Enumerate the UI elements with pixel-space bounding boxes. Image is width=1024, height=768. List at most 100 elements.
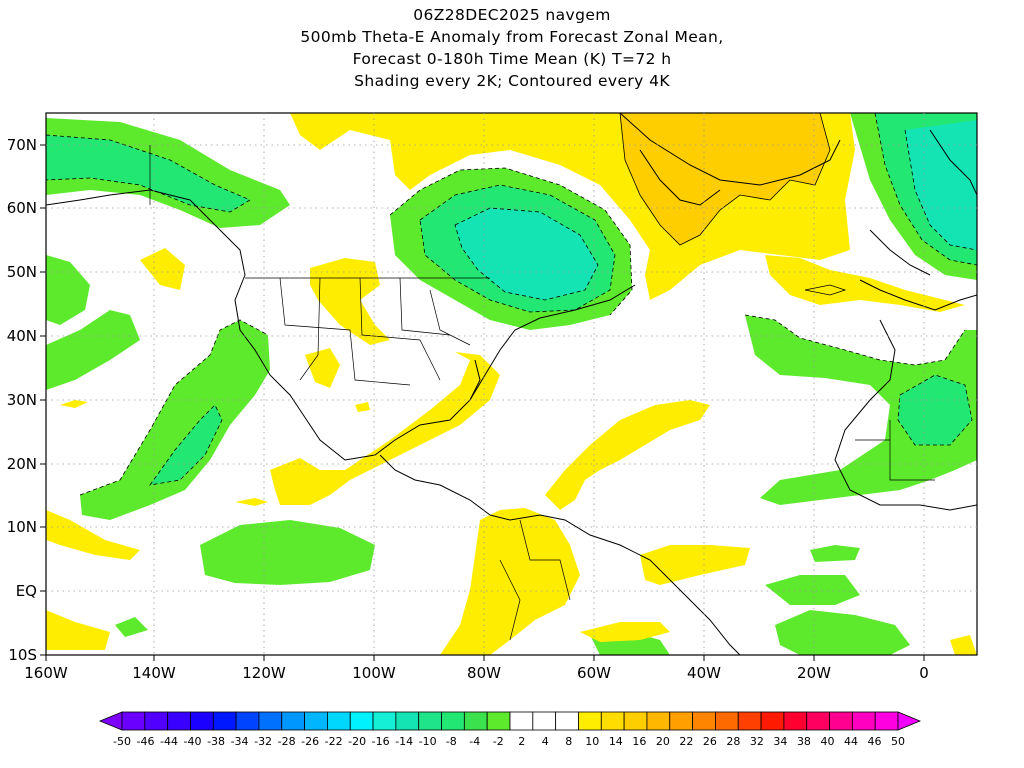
colorbar-label: 16 bbox=[632, 735, 646, 748]
shade-region-central-pacific bbox=[46, 510, 140, 560]
shade-region-sw-us bbox=[305, 348, 340, 388]
colorbar-swatch bbox=[555, 711, 579, 731]
colorbar-label: 10 bbox=[585, 735, 599, 748]
lat-label: 50N bbox=[7, 263, 37, 281]
colorbar-label: -22 bbox=[325, 735, 343, 748]
map-title: 06Z28DEC2025 navgem 500mb Theta-E Anomal… bbox=[0, 4, 1024, 92]
lat-label: EQ bbox=[16, 582, 37, 600]
colorbar: -50 -46 -44 -40 -38 -34 -32 -28 -26 -22 -20 -16 -14-… bbox=[98, 711, 922, 748]
colorbar-max-cap bbox=[897, 711, 922, 731]
shade-region-east-pacific-eq bbox=[200, 520, 375, 585]
colorbar-label: 2 bbox=[518, 735, 525, 748]
shade-region-nw-us bbox=[140, 248, 185, 290]
shade-region-ne-pacific bbox=[46, 255, 90, 325]
colorbar-swatch bbox=[486, 711, 511, 731]
colorbar-label: 44 bbox=[844, 735, 858, 748]
lat-label: 60N bbox=[7, 199, 37, 217]
colorbar-label: -34 bbox=[231, 735, 249, 748]
colorbar-label: -14 bbox=[395, 735, 413, 748]
latitude-labels: 70N 60N 50N 40N 30N 20N 10N EQ 10S bbox=[7, 136, 37, 664]
title-line-3: Forecast 0-180h Time Mean (K) T=72 h bbox=[352, 50, 672, 68]
colorbar-label: -16 bbox=[372, 735, 390, 748]
colorbar-label: 14 bbox=[609, 735, 623, 748]
colorbar-swatch bbox=[167, 711, 191, 731]
title-line-2: 500mb Theta-E Anomaly from Forecast Zona… bbox=[300, 28, 724, 46]
colorbar-swatch bbox=[578, 711, 602, 731]
lon-label: 80W bbox=[467, 664, 501, 682]
lon-label: 40W bbox=[687, 664, 721, 682]
colorbar-swatch bbox=[851, 711, 876, 731]
shade-region-west-atlantic-small bbox=[60, 400, 88, 408]
shade-region-pacific-band bbox=[46, 310, 140, 390]
colorbar-swatch bbox=[692, 711, 716, 731]
colorbar-swatch bbox=[235, 711, 260, 731]
shade-region-pacific-south bbox=[115, 617, 148, 637]
colorbar-swatch bbox=[349, 711, 374, 731]
shade-region-western-us bbox=[310, 258, 390, 345]
lon-label: 100W bbox=[352, 664, 396, 682]
colorbar-swatch bbox=[190, 711, 214, 731]
lon-label: 20W bbox=[797, 664, 831, 682]
colorbar-label: 4 bbox=[542, 735, 549, 748]
shade-region-south-america bbox=[440, 508, 580, 655]
shade-region-alaska-inner bbox=[46, 135, 250, 212]
longitude-labels: 160W 140W 120W 100W 80W 60W 40W 20W 0 bbox=[24, 664, 929, 682]
lon-label: 160W bbox=[24, 664, 68, 682]
lon-label: 120W bbox=[242, 664, 286, 682]
colorbar-swatch bbox=[372, 711, 397, 731]
colorbar-label: -46 bbox=[137, 735, 155, 748]
positive-contours bbox=[619, 113, 847, 296]
colorbar-label: -38 bbox=[207, 735, 225, 748]
lat-label: 10S bbox=[8, 646, 37, 664]
shade-region-subtropical-atlantic bbox=[545, 400, 710, 510]
colorbar-swatch bbox=[829, 711, 853, 731]
shade-region-east-atlantic bbox=[765, 255, 965, 312]
colorbar-swatch bbox=[806, 711, 830, 731]
colorbar-label: 46 bbox=[867, 735, 881, 748]
lat-label: 30N bbox=[7, 391, 37, 409]
colorbar-label: 34 bbox=[773, 735, 787, 748]
colorbar-swatch bbox=[441, 711, 465, 731]
colorbar-swatch bbox=[395, 711, 420, 731]
colorbar-swatch bbox=[715, 711, 739, 731]
title-line-4: Shading every 2K; Contoured every 4K bbox=[354, 72, 670, 90]
colorbar-swatch bbox=[874, 711, 899, 731]
shade-region-south-atlantic bbox=[765, 575, 860, 605]
colorbar-swatch bbox=[212, 711, 237, 731]
lon-label: 140W bbox=[132, 664, 176, 682]
colorbar-label: 8 bbox=[565, 735, 572, 748]
shade-region-sa-south bbox=[950, 635, 977, 655]
colorbar-label: -32 bbox=[254, 735, 272, 748]
lon-label: 0 bbox=[919, 664, 929, 682]
shade-region-atlantic-band bbox=[745, 315, 977, 505]
colorbar-label: 32 bbox=[750, 735, 764, 748]
colorbar-label: -40 bbox=[184, 735, 202, 748]
colorbar-swatch bbox=[258, 711, 283, 731]
shade-region-greenland-sea-core bbox=[905, 120, 977, 250]
colorbar-swatch bbox=[327, 711, 351, 731]
shade-region-west-africa-coast bbox=[810, 545, 860, 562]
graticule bbox=[46, 113, 977, 655]
shade-region-gulf-small bbox=[355, 402, 370, 412]
colorbar-label: 20 bbox=[656, 735, 670, 748]
colorbar-swatch bbox=[509, 711, 534, 731]
colorbar-label: 40 bbox=[820, 735, 834, 748]
colorbar-swatch bbox=[463, 711, 488, 731]
colorbar-label: -44 bbox=[160, 735, 178, 748]
colorbar-swatch bbox=[623, 711, 648, 731]
colorbar-label: -50 bbox=[113, 735, 131, 748]
shade-region-pacific-inner bbox=[150, 405, 222, 485]
lat-label: 40N bbox=[7, 327, 37, 345]
shade-region-pacific-eq-yellow bbox=[46, 610, 110, 650]
coastlines bbox=[46, 113, 977, 655]
colorbar-swatch bbox=[760, 711, 785, 731]
colorbar-label: -10 bbox=[419, 735, 437, 748]
map-frame bbox=[45, 112, 978, 656]
shade-region-africa-core bbox=[898, 375, 972, 445]
colorbar-label: 50 bbox=[891, 735, 905, 748]
colorbar-swatch bbox=[121, 711, 146, 731]
colorbar-label: -28 bbox=[278, 735, 296, 748]
negative-contours bbox=[46, 113, 977, 496]
colorbar-label: -26 bbox=[301, 735, 319, 748]
